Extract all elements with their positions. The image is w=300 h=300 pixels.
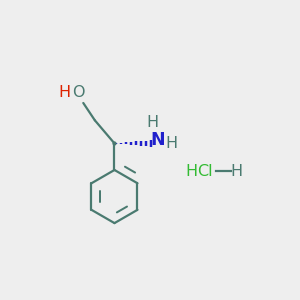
Text: H: H (186, 164, 198, 178)
Text: Cl: Cl (197, 164, 212, 178)
Text: H: H (231, 164, 243, 178)
Text: H: H (59, 85, 71, 100)
Text: H: H (165, 136, 177, 151)
Text: H: H (146, 115, 159, 130)
Text: O: O (72, 85, 85, 100)
Text: N: N (150, 131, 164, 149)
